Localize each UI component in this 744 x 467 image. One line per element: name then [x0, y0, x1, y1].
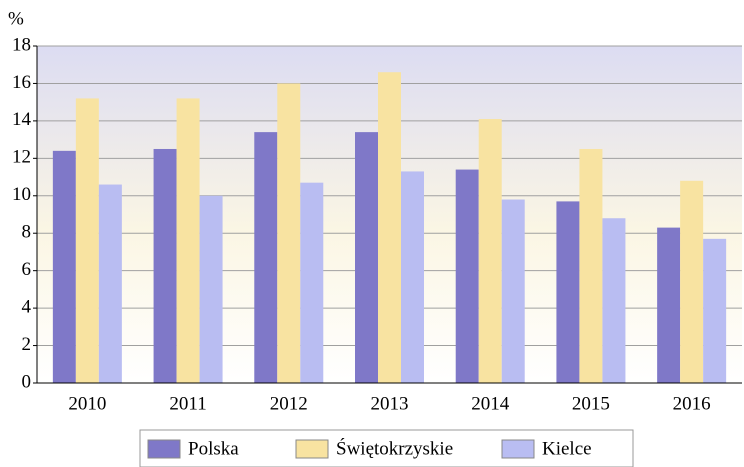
- y-tick-label: 4: [22, 296, 32, 317]
- bar: [199, 195, 223, 383]
- bar: [378, 72, 401, 383]
- bar: [455, 169, 479, 383]
- legend-swatch: [147, 439, 181, 459]
- y-tick-label: 0: [22, 371, 32, 392]
- y-tick-label: 16: [12, 72, 31, 93]
- bar: [153, 148, 177, 383]
- legend-swatch: [295, 439, 329, 459]
- legend: [139, 429, 634, 467]
- bar: [680, 180, 704, 383]
- bar: [478, 119, 502, 384]
- bar: [52, 150, 76, 383]
- bar: [501, 199, 525, 383]
- bar: [401, 171, 424, 383]
- legend-label: Kielce: [542, 438, 592, 459]
- x-tick-label: 2011: [169, 393, 206, 414]
- x-tick-label: 2014: [471, 393, 510, 414]
- legend-label: Świętokrzyskie: [336, 437, 453, 459]
- y-tick-label: 12: [12, 147, 31, 168]
- bar: [300, 182, 324, 383]
- x-tick-label: 2015: [572, 393, 610, 414]
- bar: [176, 98, 200, 383]
- y-tick-label: 18: [12, 34, 31, 55]
- y-tick-label: 14: [12, 109, 32, 130]
- bar: [355, 132, 378, 383]
- bar: [602, 218, 626, 383]
- x-tick-label: 2013: [371, 393, 409, 414]
- bar: [254, 132, 278, 383]
- legend-label: Polska: [188, 438, 239, 459]
- y-tick-label: 8: [22, 222, 32, 243]
- bar: [277, 83, 301, 383]
- bar: [657, 227, 681, 383]
- bar: [75, 98, 99, 383]
- x-tick-label: 2016: [673, 393, 711, 414]
- bar: [556, 201, 580, 383]
- bar: [579, 148, 603, 383]
- y-tick-label: 10: [12, 184, 31, 205]
- y-tick-label: 6: [22, 259, 32, 280]
- bar: [98, 184, 122, 383]
- y-axis-label: %: [8, 8, 24, 29]
- y-tick-label: 2: [22, 334, 32, 355]
- x-tick-label: 2010: [68, 393, 106, 414]
- bar: [703, 238, 727, 383]
- x-tick-label: 2012: [270, 393, 308, 414]
- legend-swatch: [501, 439, 535, 459]
